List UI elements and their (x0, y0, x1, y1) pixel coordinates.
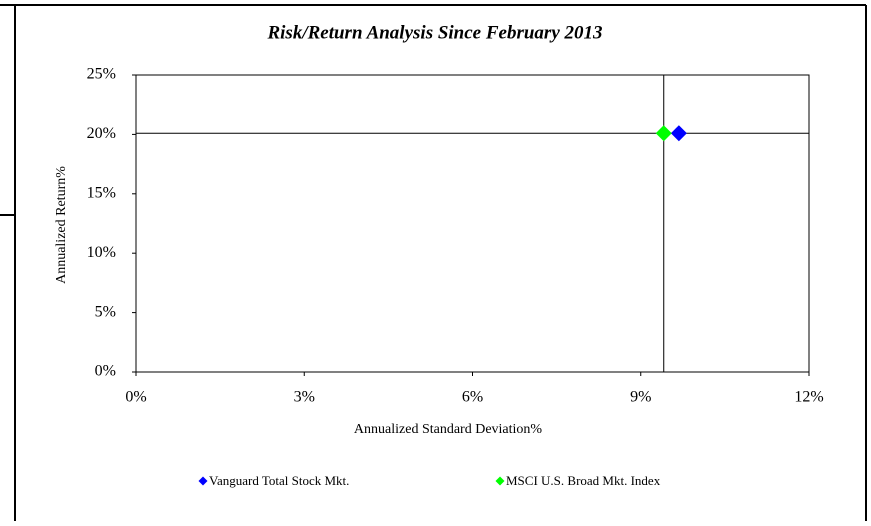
x-tick-label: 9% (630, 389, 651, 406)
x-tick-label: 3% (294, 389, 315, 406)
point (670, 125, 687, 142)
x-tick-label: 0% (125, 389, 146, 406)
plot-area (135, 74, 810, 373)
x-tick-label: 6% (462, 389, 483, 406)
y-tick-label: 25% (87, 66, 116, 83)
y-axis-label: Annualized Return% (54, 166, 69, 284)
legend-label: MSCI U.S. Broad Mkt. Index (506, 473, 661, 488)
chart-title: Risk/Return Analysis Since February 2013 (266, 22, 602, 43)
y-tick-label: 0% (95, 363, 116, 380)
y-tick-label: 15% (87, 184, 116, 201)
y-tick-label: 10% (87, 244, 116, 261)
x-tick-label: 12% (794, 389, 823, 406)
legend-marker (495, 476, 505, 486)
y-tick-label: 5% (95, 303, 116, 320)
point (655, 125, 672, 142)
legend-marker (198, 476, 208, 486)
legend-label: Vanguard Total Stock Mkt. (209, 473, 349, 488)
x-axis-label: Annualized Standard Deviation% (354, 422, 543, 437)
y-tick-label: 20% (87, 125, 116, 142)
